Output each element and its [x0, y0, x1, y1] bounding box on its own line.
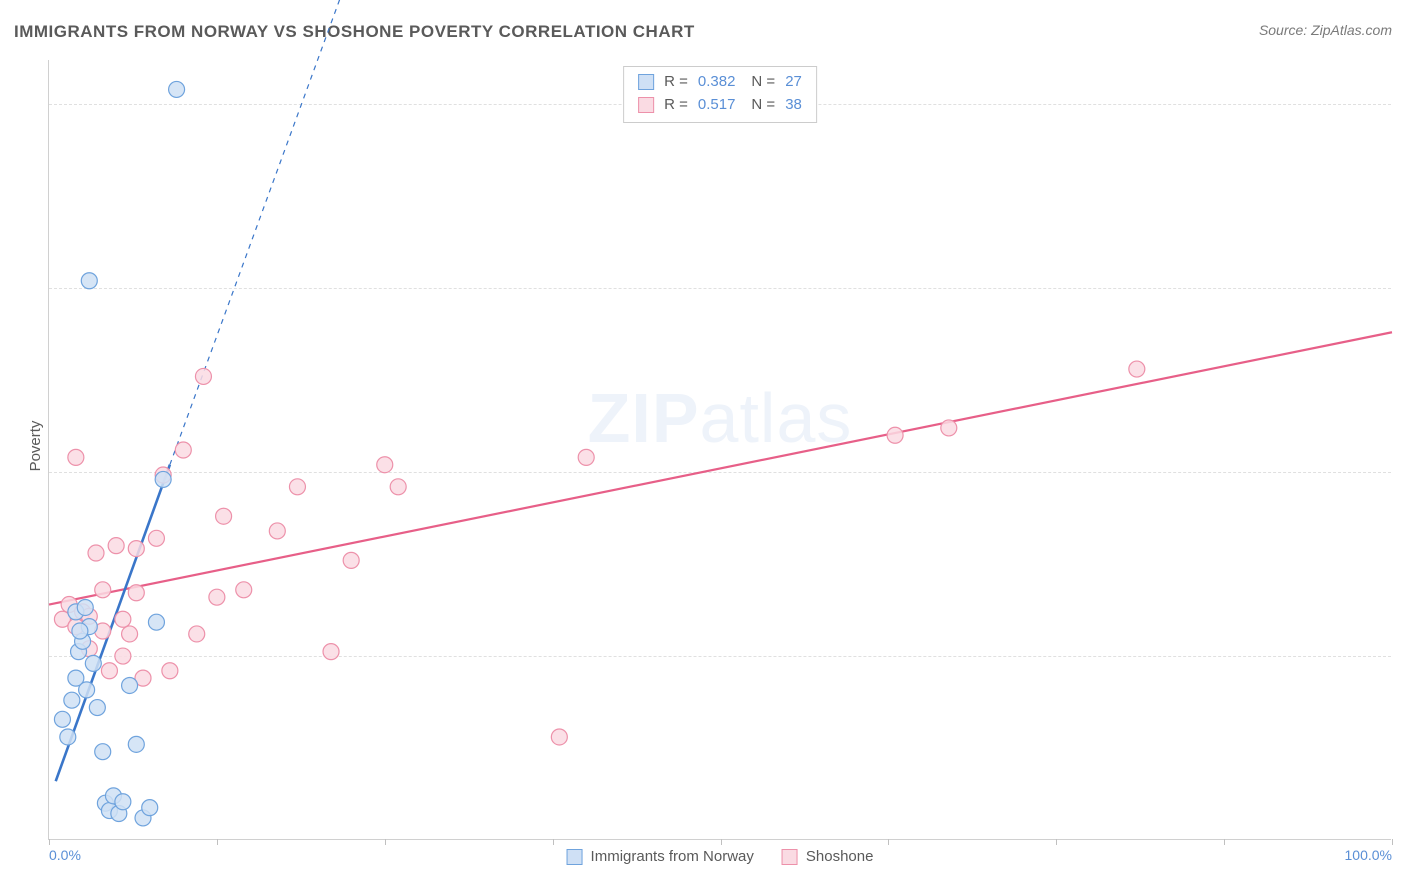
- data-point: [81, 273, 97, 289]
- swatch-norway: [638, 74, 654, 90]
- data-point: [115, 611, 131, 627]
- regression-line: [49, 332, 1392, 604]
- data-point: [148, 530, 164, 546]
- data-point: [142, 800, 158, 816]
- data-point: [216, 508, 232, 524]
- data-point: [1129, 361, 1145, 377]
- data-point: [108, 538, 124, 554]
- data-point: [54, 711, 70, 727]
- data-point: [68, 449, 84, 465]
- data-point: [236, 582, 252, 598]
- swatch-shoshone: [638, 97, 654, 113]
- swatch-norway-icon: [567, 849, 583, 865]
- legend-label-shoshone: Shoshone: [806, 848, 874, 865]
- data-point: [175, 442, 191, 458]
- data-point: [343, 552, 359, 568]
- legend-item-shoshone: Shoshone: [782, 848, 874, 865]
- x-tick: [888, 839, 889, 845]
- x-tick: [217, 839, 218, 845]
- data-point: [377, 457, 393, 473]
- data-point: [390, 479, 406, 495]
- x-tick: [721, 839, 722, 845]
- source-attribution: Source: ZipAtlas.com: [1259, 22, 1392, 38]
- y-axis-label: Poverty: [27, 421, 44, 472]
- data-point: [77, 599, 93, 615]
- chart-svg: [49, 60, 1391, 839]
- data-point: [195, 368, 211, 384]
- data-point: [941, 420, 957, 436]
- x-tick: [1224, 839, 1225, 845]
- data-point: [72, 623, 88, 639]
- bottom-legend: Immigrants from Norway Shoshone: [559, 848, 882, 865]
- x-tick-label: 100.0%: [1345, 847, 1392, 863]
- data-point: [269, 523, 285, 539]
- data-point: [128, 736, 144, 752]
- legend-label-norway: Immigrants from Norway: [591, 848, 754, 865]
- data-point: [95, 744, 111, 760]
- stats-row-shoshone: R =0.517 N =38: [638, 94, 802, 117]
- stats-row-norway: R =0.382 N =27: [638, 71, 802, 94]
- data-point: [169, 81, 185, 97]
- data-point: [122, 626, 138, 642]
- data-point: [887, 427, 903, 443]
- data-point: [79, 682, 95, 698]
- x-tick-label: 0.0%: [49, 847, 81, 863]
- data-point: [289, 479, 305, 495]
- data-point: [88, 545, 104, 561]
- data-point: [85, 655, 101, 671]
- data-point: [101, 663, 117, 679]
- data-point: [128, 585, 144, 601]
- data-point: [551, 729, 567, 745]
- data-point: [148, 614, 164, 630]
- data-point: [122, 677, 138, 693]
- legend-item-norway: Immigrants from Norway: [567, 848, 754, 865]
- data-point: [115, 794, 131, 810]
- x-tick: [49, 839, 50, 845]
- data-point: [578, 449, 594, 465]
- data-point: [89, 700, 105, 716]
- data-point: [209, 589, 225, 605]
- x-tick: [1056, 839, 1057, 845]
- stats-legend-box: R =0.382 N =27 R =0.517 N =38: [623, 66, 817, 123]
- x-tick: [553, 839, 554, 845]
- regression-line: [170, 0, 345, 465]
- data-point: [128, 541, 144, 557]
- data-point: [162, 663, 178, 679]
- data-point: [115, 648, 131, 664]
- data-point: [60, 729, 76, 745]
- data-point: [189, 626, 205, 642]
- chart-title: IMMIGRANTS FROM NORWAY VS SHOSHONE POVER…: [14, 22, 695, 42]
- x-tick: [385, 839, 386, 845]
- plot-area: ZIPatlas 12.5%25.0%37.5%50.0% 0.0%100.0%…: [48, 60, 1391, 840]
- data-point: [155, 471, 171, 487]
- data-point: [95, 582, 111, 598]
- data-point: [323, 644, 339, 660]
- swatch-shoshone-icon: [782, 849, 798, 865]
- data-point: [64, 692, 80, 708]
- x-tick: [1392, 839, 1393, 845]
